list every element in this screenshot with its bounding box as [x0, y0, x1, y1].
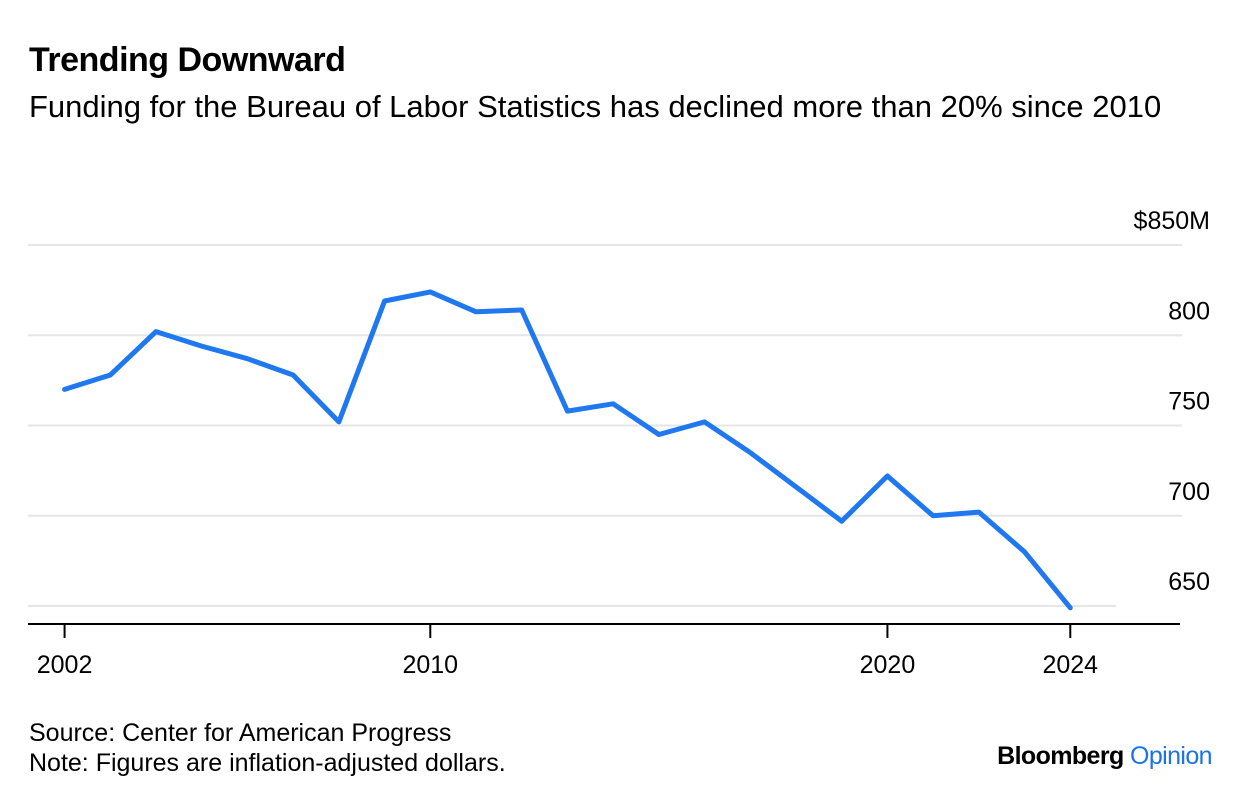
y-tick-label: 800	[1168, 297, 1210, 325]
line-chart: 650 700 750 800 $850M 2002 2010 2020 2024	[28, 207, 1210, 679]
y-tick-label: $850M	[1134, 207, 1210, 235]
chart-subtitle: Funding for the Bureau of Labor Statisti…	[29, 89, 1162, 124]
x-tick-label: 2010	[402, 651, 458, 679]
y-tick-label: 700	[1168, 478, 1210, 506]
x-tick-label: 2020	[860, 651, 916, 679]
chart-footer: Source: Center for American Progress Not…	[29, 718, 506, 778]
chart-title: Trending Downward	[29, 41, 346, 79]
x-tick-label: 2024	[1042, 651, 1098, 679]
methodology-note: Note: Figures are inflation-adjusted dol…	[29, 749, 506, 777]
source-note: Source: Center for American Progress	[29, 719, 452, 747]
brand-section: Opinion	[1130, 742, 1213, 770]
y-tick-label: 750	[1168, 388, 1210, 416]
funding-series-line	[62, 289, 1073, 611]
x-tick-label: 2002	[37, 651, 93, 679]
y-tick-label: 650	[1168, 568, 1210, 596]
brand-name: Bloomberg	[997, 742, 1124, 770]
bloomberg-opinion-logo: Bloomberg Opinion	[997, 742, 1212, 771]
